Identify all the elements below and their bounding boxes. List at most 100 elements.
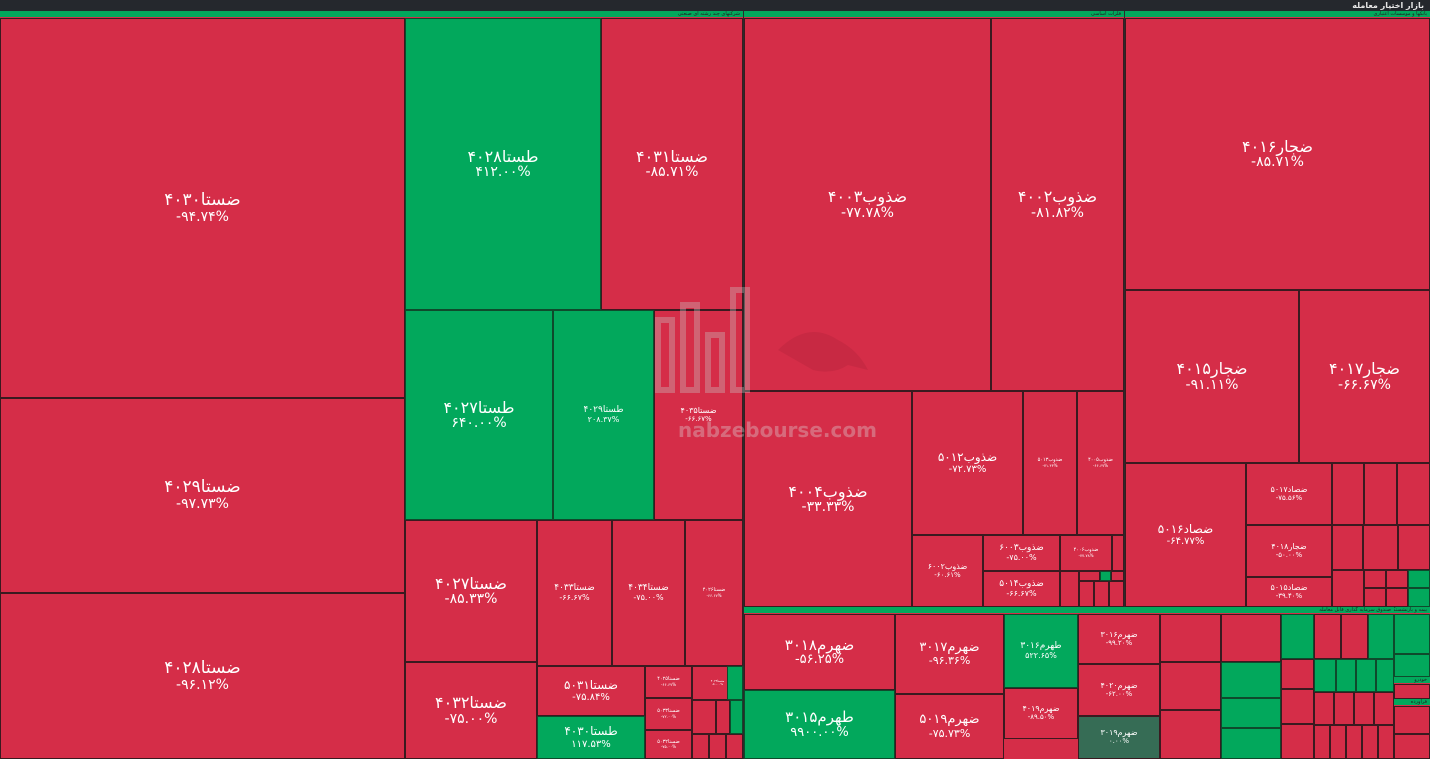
treemap-small-tile[interactable]	[1346, 725, 1362, 759]
treemap-tile[interactable]: ضهرم۵۰۱۹ -۷۵.۷۳%	[895, 694, 1004, 759]
treemap-small-tile[interactable]	[1314, 692, 1334, 725]
treemap-small-tile[interactable]	[1394, 734, 1430, 759]
treemap-small-tile[interactable]	[1336, 659, 1356, 692]
treemap-small-tile[interactable]	[1356, 659, 1376, 692]
treemap-small-tile[interactable]	[1160, 710, 1221, 759]
treemap-small-tile[interactable]	[1160, 614, 1221, 662]
treemap-small-tile[interactable]	[1112, 535, 1124, 571]
treemap-tile[interactable]: ضجار۴۰۱۶ -۸۵.۷۱%	[1125, 18, 1430, 290]
treemap-tile[interactable]: ضستا۵۰۳۲ -۷۵.۰۰%	[645, 730, 692, 759]
treemap-tile[interactable]: طستا۴۰۳۰ ۱۱۷.۵۳%	[537, 716, 645, 759]
treemap-small-tile[interactable]	[1408, 588, 1430, 607]
treemap-small-tile[interactable]	[1100, 571, 1111, 581]
treemap-small-tile[interactable]	[1354, 692, 1374, 725]
treemap-tile[interactable]: ضستا۵۰۳۱ -۷۵.۸۴%	[537, 666, 645, 716]
treemap-small-tile[interactable]	[1221, 728, 1281, 759]
treemap-small-tile[interactable]	[1378, 725, 1394, 759]
treemap-small-tile[interactable]	[1334, 692, 1354, 725]
sector-header[interactable]: صندوق سرمایه گذاری قابل معامله	[744, 607, 1394, 613]
treemap-tile[interactable]: ضذوب۴۰۰۴ -۳۳.۳۳%	[744, 391, 912, 607]
treemap-small-tile[interactable]	[1363, 525, 1398, 570]
treemap-tile[interactable]: ضذوب۵۰۱۲ -۷۲.۷۳%	[912, 391, 1023, 535]
treemap-small-tile[interactable]	[1394, 706, 1430, 734]
treemap-small-tile[interactable]	[1394, 614, 1430, 654]
treemap-tile[interactable]: ضصاد۵۰۱۷ -۷۵.۵۶%	[1246, 463, 1332, 525]
treemap-small-tile[interactable]	[1397, 463, 1430, 525]
treemap-small-tile[interactable]	[1374, 692, 1394, 725]
treemap-small-tile[interactable]	[1160, 662, 1221, 710]
treemap-small-tile[interactable]	[1109, 581, 1124, 607]
treemap-tile[interactable]: ضجار۴۰۱۷ -۶۶.۶۷%	[1299, 290, 1430, 463]
sector-header[interactable]: بیمه و بازنشستگی	[1394, 607, 1430, 613]
treemap-tile[interactable]: ضستا۴۰۲۵ -۶۶.۶۷%	[645, 666, 692, 698]
treemap-small-tile[interactable]	[727, 666, 743, 700]
treemap-small-tile[interactable]	[726, 734, 743, 759]
treemap-tile[interactable]: ضذوب۶۰۰۲ -۶۰.۶۱%	[912, 535, 983, 607]
treemap-small-tile[interactable]	[1368, 614, 1394, 659]
treemap-small-tile[interactable]	[1111, 571, 1124, 581]
treemap-tile[interactable]: ضستا۴۰۳۲ -۷۵.۰۰%	[405, 662, 537, 759]
treemap-small-tile[interactable]	[1314, 614, 1341, 659]
treemap-tile[interactable]: طهرم۳۰۱۵ ۹۹۰۰.۰۰%	[744, 690, 895, 759]
treemap-tile[interactable]: ضجار۴۰۱۵ -۹۱.۱۱%	[1125, 290, 1299, 463]
treemap-tile[interactable]: ضستا۴۰۳۱ -۸۵.۷۱%	[601, 18, 743, 310]
treemap-small-tile[interactable]	[692, 700, 716, 734]
treemap-small-tile[interactable]	[1394, 684, 1430, 699]
treemap-tile[interactable]: ضصاد۵۰۱۵ -۳۹.۴۰%	[1246, 577, 1332, 607]
treemap-tile[interactable]: ضذوب۴۰۰۵ -۶۶.۶۷%	[1077, 391, 1124, 535]
treemap-small-tile[interactable]	[1221, 614, 1281, 662]
treemap-small-tile[interactable]	[1281, 724, 1314, 759]
treemap-small-tile[interactable]	[1364, 463, 1397, 525]
treemap-small-tile[interactable]	[1398, 525, 1430, 570]
treemap-tile[interactable]: ضستا۴۰۲۶ -۶۶.۶۷%	[685, 520, 743, 666]
treemap-small-tile[interactable]	[1281, 659, 1314, 689]
treemap-small-tile[interactable]	[709, 734, 726, 759]
treemap-small-tile[interactable]	[1281, 614, 1314, 659]
treemap-small-tile[interactable]	[692, 734, 709, 759]
sector-header[interactable]: فراورده	[1394, 699, 1430, 705]
treemap-small-tile[interactable]	[1332, 570, 1364, 607]
treemap-tile[interactable]: ضصاد۵۰۱۶ -۶۴.۷۷%	[1125, 463, 1246, 607]
treemap-small-tile[interactable]	[1364, 570, 1386, 588]
treemap-tile[interactable]: ضهرم۴۰۲۰ -۶۲.۰۰%	[1078, 664, 1160, 716]
treemap-small-tile[interactable]	[1060, 571, 1079, 607]
treemap-tile[interactable]: ضستا۵۰۳۳ -۷۲.۰۰%	[645, 698, 692, 730]
treemap-small-tile[interactable]	[1364, 588, 1386, 607]
treemap-tile[interactable]: ضستا۴۰۲۷ -۸۵.۳۳%	[405, 520, 537, 662]
treemap-tile[interactable]: ضهرم۳۰۱۷ -۹۶.۳۶%	[895, 614, 1004, 694]
treemap-small-tile[interactable]	[1386, 588, 1408, 607]
treemap-tile[interactable]: طستا۴۰۲۸ ۴۱۲.۰۰%	[405, 18, 601, 310]
treemap-small-tile[interactable]	[1386, 570, 1408, 588]
treemap-small-tile[interactable]	[1332, 463, 1364, 525]
treemap-tile[interactable]: ضهرم۴۰۱۹ -۸۹.۵۰%	[1004, 688, 1078, 739]
treemap-tile[interactable]: طستا۴۰۲۷ ۶۴۰.۰۰%	[405, 310, 553, 520]
treemap-tile[interactable]: ضهرم۳۰۱۹ ۰.۰۰%	[1078, 716, 1160, 759]
treemap-small-tile[interactable]	[1341, 614, 1368, 659]
sector-header[interactable]: فلزات اساسی	[744, 11, 1124, 17]
treemap-tile[interactable]: ضستا۴۰۳۳ -۶۶.۶۷%	[537, 520, 612, 666]
treemap-tile[interactable]: طهرم۳۰۱۶ ۵۲۲.۶۵%	[1004, 614, 1078, 688]
treemap-small-tile[interactable]	[1281, 689, 1314, 724]
treemap-tile[interactable]: ضستا۴۰۳۰ -۹۴.۷۴%	[0, 18, 405, 398]
treemap-tile[interactable]: ضذوب۴۰۰۲ -۸۱.۸۲%	[991, 18, 1124, 391]
treemap-small-tile[interactable]	[1221, 698, 1281, 728]
treemap-tile[interactable]: ضستا۴۰۲۸ -۹۶.۱۲%	[0, 593, 405, 759]
treemap-small-tile[interactable]	[1094, 581, 1109, 607]
treemap-small-tile[interactable]	[1332, 525, 1363, 570]
treemap-small-tile[interactable]	[1314, 725, 1330, 759]
treemap-small-tile[interactable]	[1376, 659, 1394, 692]
treemap-small-tile[interactable]	[1221, 662, 1281, 698]
treemap-small-tile[interactable]	[1408, 570, 1430, 588]
treemap-tile[interactable]: ضهرم۳۰۱۶ -۹۹.۲۰%	[1078, 614, 1160, 664]
treemap-small-tile[interactable]	[1362, 725, 1378, 759]
treemap-small-tile[interactable]	[1079, 581, 1094, 607]
treemap-tile[interactable]: ضذوب۵۰۱۳ -۷۱.۴۳%	[1023, 391, 1077, 535]
treemap-tile[interactable]: ضذوب۴۰۰۳ -۷۷.۷۸%	[744, 18, 991, 391]
treemap-tile[interactable]: ضستا۴۰۲۹ -۹۷.۷۳%	[0, 398, 405, 593]
treemap-tile[interactable]: طستا۴۰۲۹ ۲۰۸.۳۷%	[553, 310, 654, 520]
treemap-tile[interactable]: ضذوب۴۰۰۶ -۷۷.۷۸%	[1060, 535, 1112, 571]
treemap-tile[interactable]: ضستا۴۰۳۵ -۶۶.۶۷%	[654, 310, 743, 520]
treemap-small-tile[interactable]	[716, 700, 730, 734]
treemap-tile[interactable]: ضجار۴۰۱۸ -۵۰.۰۰%	[1246, 525, 1332, 577]
treemap-tile[interactable]: ضذوب۵۰۱۴ -۶۶.۶۷%	[983, 571, 1060, 607]
